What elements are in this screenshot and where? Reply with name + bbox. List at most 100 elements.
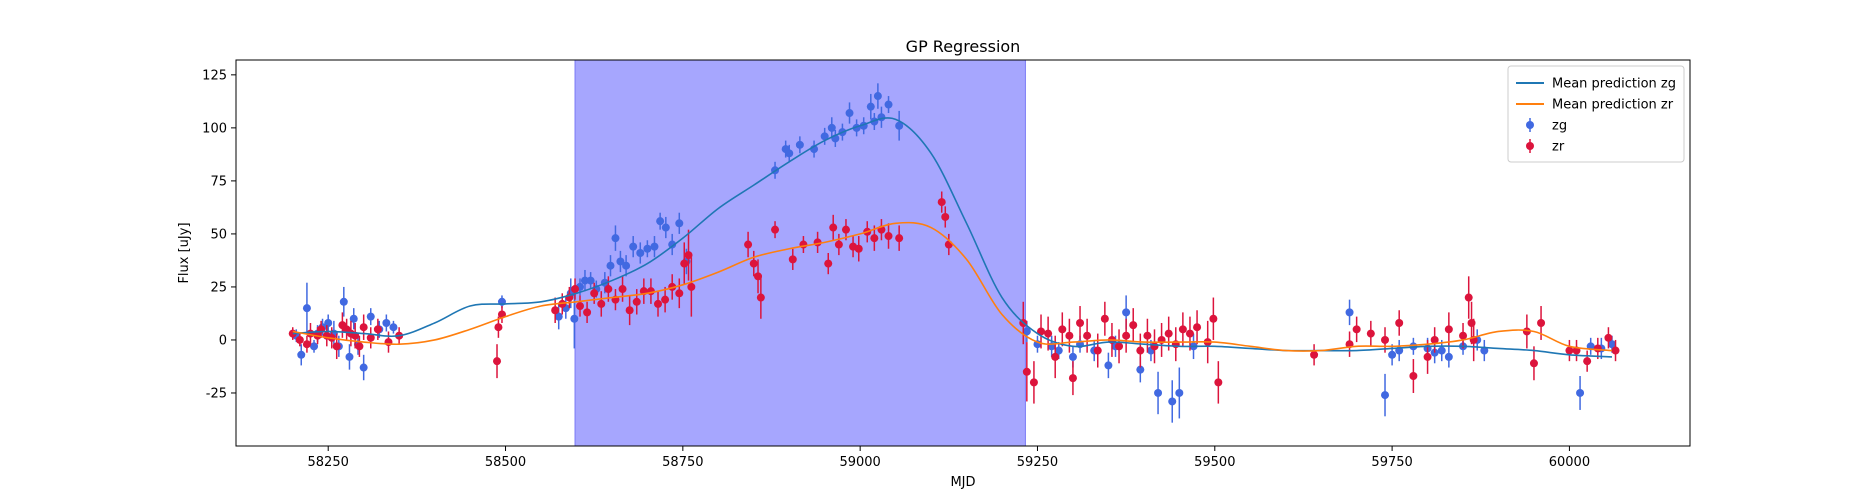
zr-data-point xyxy=(855,245,863,253)
zr-data-point xyxy=(1594,344,1602,352)
zr-data-point xyxy=(1179,325,1187,333)
zg-data-point xyxy=(675,219,683,227)
zr-data-point xyxy=(1069,374,1077,382)
legend: Mean prediction zgMean prediction zrzgzr xyxy=(1508,66,1684,162)
zr-data-point xyxy=(750,260,758,268)
x-tick-label: 59750 xyxy=(1371,455,1412,470)
y-tick-label: 75 xyxy=(210,174,227,189)
zg-data-point xyxy=(867,103,875,111)
zr-data-point xyxy=(1143,332,1151,340)
zr-data-point xyxy=(1565,347,1573,355)
zr-data-point xyxy=(885,232,893,240)
zr-data-point xyxy=(1310,351,1318,359)
zr-data-point xyxy=(941,213,949,221)
zr-data-point xyxy=(1051,353,1059,361)
zr-data-point xyxy=(551,306,559,314)
y-tick-label: 25 xyxy=(210,280,227,295)
zr-data-point xyxy=(374,325,382,333)
zr-data-point xyxy=(576,302,584,310)
zg-data-point xyxy=(1388,351,1396,359)
zr-data-point xyxy=(597,300,605,308)
x-tick-label: 59250 xyxy=(1017,455,1058,470)
zg-data-point xyxy=(606,262,614,270)
zr-data-point xyxy=(661,296,669,304)
chart-title: GP Regression xyxy=(906,37,1021,56)
zr-data-point xyxy=(771,226,779,234)
zg-data-point xyxy=(382,319,390,327)
zg-data-point xyxy=(662,224,670,232)
zr-data-point xyxy=(1094,347,1102,355)
zr-data-point xyxy=(1186,330,1194,338)
zr-data-point xyxy=(1023,368,1031,376)
zr-data-point xyxy=(1353,325,1361,333)
zr-data-point xyxy=(604,285,612,293)
zr-data-point xyxy=(619,285,627,293)
zr-data-point xyxy=(355,342,363,350)
zr-data-point xyxy=(938,198,946,206)
x-tick-label: 60000 xyxy=(1549,455,1590,470)
zr-data-point xyxy=(1136,347,1144,355)
zg-data-point xyxy=(345,353,353,361)
zg-data-point xyxy=(570,315,578,323)
zr-data-point xyxy=(1465,294,1473,302)
zr-data-point xyxy=(1193,323,1201,331)
zg-data-point xyxy=(1445,353,1453,361)
zr-data-point xyxy=(842,226,850,234)
zr-data-point xyxy=(1459,332,1467,340)
zg-data-point xyxy=(367,313,375,321)
zr-data-point xyxy=(829,224,837,232)
zr-data-point xyxy=(571,285,579,293)
y-tick-label: 125 xyxy=(202,68,227,83)
zr-data-point xyxy=(1151,342,1159,350)
legend-label: Mean prediction zg xyxy=(1552,77,1676,92)
zr-data-point xyxy=(814,238,822,246)
zr-data-point xyxy=(1424,353,1432,361)
zr-data-point xyxy=(870,234,878,242)
zg-data-point xyxy=(1069,353,1077,361)
zr-data-point xyxy=(1209,315,1217,323)
zr-data-point xyxy=(895,234,903,242)
zr-data-point xyxy=(1101,315,1109,323)
zr-data-point xyxy=(1044,330,1052,338)
zg-data-point xyxy=(611,234,619,242)
zr-data-point xyxy=(1409,372,1417,380)
zg-data-point xyxy=(303,304,311,312)
legend-swatch-marker xyxy=(1526,142,1534,150)
zg-data-point xyxy=(1154,389,1162,397)
zr-data-point xyxy=(1083,332,1091,340)
zg-data-point xyxy=(629,243,637,251)
legend-swatch-marker xyxy=(1526,121,1534,129)
zr-data-point xyxy=(1395,319,1403,327)
zg-data-point xyxy=(1576,389,1584,397)
zr-data-point xyxy=(1604,334,1612,342)
zr-data-point xyxy=(626,306,634,314)
zr-data-point xyxy=(789,255,797,263)
legend-label: Mean prediction zr xyxy=(1552,98,1674,113)
zr-data-point xyxy=(1076,319,1084,327)
y-tick-label: 100 xyxy=(202,121,227,136)
zr-data-point xyxy=(1030,378,1038,386)
zr-data-point xyxy=(633,298,641,306)
zr-data-point xyxy=(493,357,501,365)
zr-data-point xyxy=(675,289,683,297)
zg-data-point xyxy=(297,351,305,359)
zr-data-point xyxy=(835,241,843,249)
zg-data-point xyxy=(643,245,651,253)
zr-data-point xyxy=(583,308,591,316)
zr-data-point xyxy=(1122,332,1130,340)
zr-data-point xyxy=(1445,325,1453,333)
zg-data-point xyxy=(389,323,397,331)
zr-data-point xyxy=(744,241,752,249)
y-tick-label: 0 xyxy=(219,333,227,348)
zr-data-point xyxy=(1367,330,1375,338)
zg-data-point xyxy=(622,262,630,270)
zr-data-point xyxy=(1381,336,1389,344)
zr-data-point xyxy=(680,260,688,268)
y-tick-label: -25 xyxy=(206,386,227,401)
zg-data-point xyxy=(1175,389,1183,397)
zr-data-point xyxy=(1058,325,1066,333)
zg-data-point xyxy=(1346,308,1354,316)
zr-data-point xyxy=(945,241,953,249)
zg-data-point xyxy=(846,109,854,117)
